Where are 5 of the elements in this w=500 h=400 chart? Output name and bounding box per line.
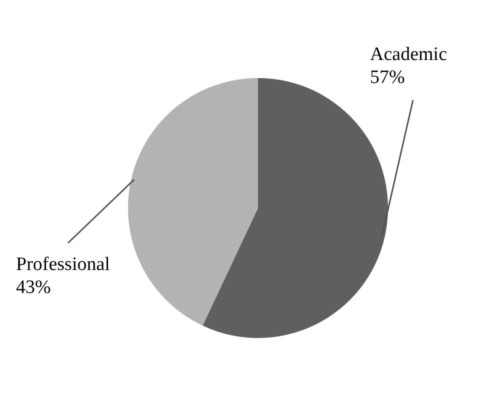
slice-label: Academic <box>370 44 448 65</box>
slice-label: Professional <box>16 254 110 275</box>
data-label: 43% <box>16 277 51 298</box>
data-label: 57% <box>370 67 405 88</box>
pie-slice <box>128 78 258 326</box>
